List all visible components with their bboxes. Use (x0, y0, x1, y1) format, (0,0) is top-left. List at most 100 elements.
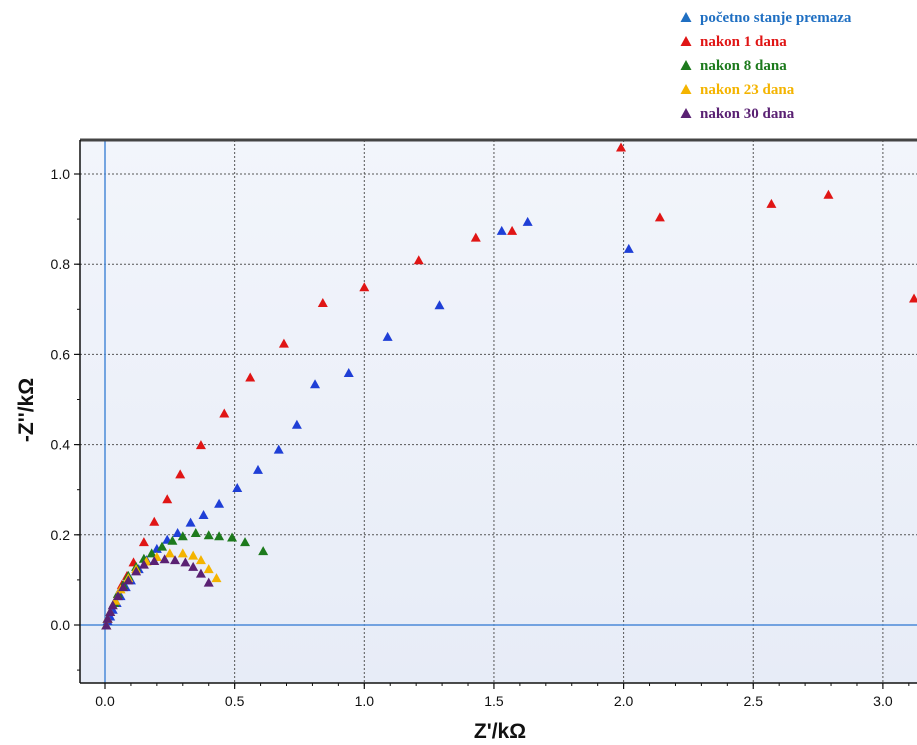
data-point (175, 469, 186, 479)
data-point (382, 331, 393, 341)
data-point (232, 482, 243, 492)
data-points (101, 142, 917, 630)
data-point (273, 444, 284, 454)
data-point (766, 198, 777, 208)
x-tick-label: 1.5 (484, 693, 504, 709)
x-tick-label: 3.0 (873, 693, 893, 709)
data-point (616, 142, 627, 152)
data-point (157, 541, 168, 551)
data-point (219, 408, 230, 418)
y-tick-label: 0.8 (51, 256, 71, 272)
data-point (434, 300, 445, 310)
data-point (252, 464, 263, 474)
data-point (172, 528, 183, 538)
data-point (198, 510, 209, 520)
data-point (240, 537, 251, 547)
data-point (185, 517, 196, 527)
data-point (177, 548, 188, 558)
data-point (149, 516, 160, 526)
data-point (214, 531, 225, 541)
data-point (413, 255, 424, 265)
legend-marker (680, 108, 692, 118)
legend-label: nakon 1 dana (700, 34, 787, 50)
data-point (823, 189, 834, 199)
data-point (118, 582, 129, 592)
data-point (214, 498, 225, 508)
data-point (138, 559, 149, 569)
x-tick-label: 0.0 (95, 693, 115, 709)
legend-item: nakon 1 dana (680, 34, 787, 50)
plot-frame (79, 138, 917, 684)
legend-marker (680, 12, 692, 22)
data-point (102, 613, 113, 623)
data-point (343, 367, 354, 377)
data-point (188, 561, 199, 571)
data-point (258, 546, 269, 556)
data-point (162, 494, 173, 504)
legend-label: nakon 30 dana (700, 106, 795, 122)
series-5 (101, 554, 214, 630)
data-point (195, 440, 206, 450)
legend-label: početno stanje premaza (700, 10, 852, 26)
data-point (470, 232, 481, 242)
data-point (203, 564, 214, 574)
x-tick-label: 0.5 (225, 693, 245, 709)
data-point (164, 548, 175, 558)
data-point (507, 225, 518, 235)
legend-item: nakon 30 dana (680, 106, 795, 122)
data-point (245, 372, 256, 382)
legend-item: nakon 8 dana (680, 58, 787, 74)
data-point (195, 555, 206, 565)
legend-marker (680, 84, 692, 94)
y-tick-label: 0.2 (51, 527, 71, 543)
data-point (138, 537, 149, 547)
data-point (623, 243, 634, 253)
data-point (177, 531, 188, 541)
y-tick-label: 0.6 (51, 346, 71, 362)
y-tick-label: 0.0 (51, 617, 71, 633)
data-point (123, 575, 134, 585)
data-point (149, 556, 160, 566)
data-point (105, 606, 116, 616)
x-tick-label: 1.0 (355, 693, 375, 709)
legend-item: nakon 23 dana (680, 82, 795, 98)
data-point (317, 298, 328, 308)
data-point (909, 293, 917, 303)
data-point (291, 419, 302, 429)
data-point (310, 379, 321, 389)
data-point (203, 530, 214, 540)
legend-label: nakon 8 dana (700, 58, 787, 74)
legend: početno stanje premaza nakon 1 dana nakon … (680, 10, 852, 122)
y-axis-label: -Z''/kΩ (15, 378, 38, 442)
data-point (359, 282, 370, 292)
data-point (195, 568, 206, 578)
data-point (203, 577, 214, 587)
x-tick-label: 2.0 (614, 693, 634, 709)
data-point (654, 212, 665, 222)
y-axis-ticks: 0.0 0.2 0.4 0.6 0.8 1.0 (51, 166, 80, 671)
data-point (522, 216, 533, 226)
data-point (278, 338, 289, 348)
data-point (167, 535, 178, 545)
plot-area (80, 140, 917, 683)
data-point (496, 225, 507, 235)
legend-label: nakon 23 dana (700, 82, 795, 98)
data-point (112, 591, 123, 601)
legend-item: početno stanje premaza (680, 10, 852, 26)
data-point (151, 543, 162, 553)
data-point (211, 573, 222, 583)
y-tick-label: 1.0 (51, 166, 71, 182)
zero-axis-lines (80, 140, 917, 683)
data-point (180, 557, 191, 567)
legend-marker (680, 36, 692, 46)
y-tick-label: 0.4 (51, 437, 71, 453)
data-point (190, 528, 201, 538)
data-point (131, 566, 142, 576)
x-tick-label: 2.5 (744, 693, 764, 709)
x-axis-ticks: 0.0 0.5 1.0 1.5 2.0 2.5 3.0 (95, 683, 910, 709)
legend-marker (680, 60, 692, 70)
x-axis-label: Z'/kΩ (474, 720, 526, 743)
data-point (170, 555, 181, 565)
data-point (159, 554, 170, 564)
